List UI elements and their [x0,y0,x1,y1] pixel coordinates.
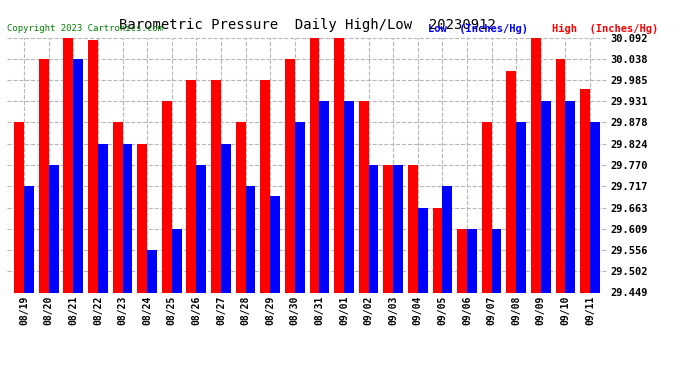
Title: Barometric Pressure  Daily High/Low  20230912: Barometric Pressure Daily High/Low 20230… [119,18,495,32]
Bar [565,101,575,292]
Bar [221,144,230,292]
Bar [98,144,108,292]
Bar [236,122,246,292]
Bar [319,101,329,292]
Bar [137,144,147,292]
Bar [147,250,157,292]
Bar [285,59,295,292]
Bar [408,165,417,292]
Bar [162,101,172,292]
Bar [344,101,354,292]
Text: Copyright 2023 Cartronics.com: Copyright 2023 Cartronics.com [7,24,163,33]
Bar [270,196,280,292]
Bar [482,122,491,292]
Bar [197,165,206,292]
Bar [590,122,600,292]
Bar [260,80,270,292]
Bar [123,144,132,292]
Bar [467,229,477,292]
Bar [88,40,98,292]
Bar [580,88,590,292]
Text: High  (Inches/Hg): High (Inches/Hg) [552,24,658,34]
Bar [433,208,442,292]
Bar [359,101,368,292]
Bar [442,186,452,292]
Bar [310,38,319,292]
Bar [491,229,502,292]
Bar [172,229,181,292]
Bar [14,122,24,292]
Bar [295,122,304,292]
Bar [531,38,541,292]
Bar [368,165,378,292]
Bar [39,59,49,292]
Bar [246,186,255,292]
Bar [393,165,403,292]
Bar [457,229,467,292]
Bar [417,208,428,292]
Bar [49,165,59,292]
Bar [506,71,516,292]
Bar [63,38,73,292]
Bar [384,165,393,292]
Bar [555,59,565,292]
Bar [516,122,526,292]
Bar [186,80,197,292]
Bar [73,59,83,292]
Bar [112,122,123,292]
Bar [24,186,34,292]
Bar [541,101,551,292]
Bar [211,80,221,292]
Text: Low  (Inches/Hg): Low (Inches/Hg) [428,24,528,34]
Bar [334,38,344,292]
